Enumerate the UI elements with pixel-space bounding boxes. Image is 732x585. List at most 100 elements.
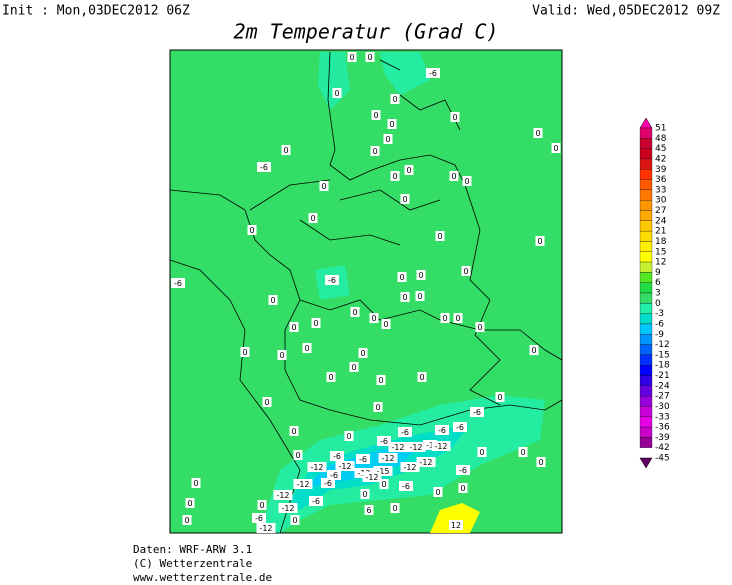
contour-label: 0 (381, 480, 386, 489)
contour-label-box (321, 478, 335, 488)
colorbar-end (639, 457, 653, 469)
contour-label-box (257, 500, 267, 510)
colorbar-label: 39 (655, 165, 667, 175)
contour-label: -12 (365, 473, 378, 482)
contour-label-box (416, 457, 436, 467)
contour-label-box (278, 503, 298, 513)
contour-label-box (378, 453, 398, 463)
colorbar-swatch (639, 395, 653, 407)
contour-labels: 0 0 -6 0 0 0 0 0 0 0 0 0 0 -6 0 0 0 0 0 0 0 0 0 0 -6 0 0 0 -6 0 0 0 0 0 0 0… (171, 52, 561, 533)
contour-label: -12 (281, 504, 294, 513)
contour-label: 0 (242, 348, 247, 357)
colorbar-label: 27 (655, 206, 666, 216)
contour-label-box (289, 322, 299, 332)
contour-label: -12 (403, 463, 416, 472)
colorbar-swatch (639, 220, 653, 232)
contour-label: 0 (531, 346, 536, 355)
contour-label: 0 (402, 293, 407, 302)
contour-label-box (290, 515, 300, 525)
contour-label: 0 (362, 490, 367, 499)
contour-label-box (347, 52, 357, 62)
colorbar-label: 30 (655, 196, 667, 206)
contour-label: 0 (291, 323, 296, 332)
contour-label-box (390, 503, 400, 513)
contour-label: 0 (292, 516, 297, 525)
colorbar-label: 15 (655, 247, 666, 257)
contour-label-box (388, 442, 408, 452)
contour-label-box (332, 88, 342, 98)
contour-label: 0 (295, 451, 300, 460)
contour-label-box (309, 496, 323, 506)
contour-label: -6 (380, 437, 388, 446)
footer-line: www.wetterzentrale.de (133, 571, 272, 584)
contour-label-box (257, 162, 271, 172)
contour-label-box (307, 462, 327, 472)
colorbar-swatch (639, 365, 653, 376)
contour-label: 0 (406, 166, 411, 175)
contour-label: 0 (463, 267, 468, 276)
contour-label-box (435, 425, 449, 435)
contour-label: 0 (399, 273, 404, 282)
contour-label-box (399, 481, 413, 491)
contour-label: 0 (385, 135, 390, 144)
contour-label: 0 (193, 479, 198, 488)
colorbar-swatch (639, 323, 653, 335)
colorbar-swatch (639, 354, 653, 366)
contour-label-box (470, 407, 484, 417)
contour-label: 0 (417, 292, 422, 301)
contour-label: 0 (351, 363, 356, 372)
contour-label: -12 (338, 462, 351, 471)
contour-label-box (373, 402, 383, 412)
contour-label: 0 (310, 214, 315, 223)
colorbar-label: -15 (655, 350, 670, 360)
contour-label: 0 (553, 144, 558, 153)
colorbar-swatch (639, 385, 653, 397)
contour-label: 0 (451, 172, 456, 181)
colorbar-label: -3 (655, 309, 664, 319)
contour-label: 0 (435, 488, 440, 497)
contour-label-box (426, 68, 440, 78)
colorbar-swatch (639, 241, 653, 252)
contour-label-box (440, 313, 450, 323)
contour-label-box (495, 392, 505, 402)
contour-label-box (335, 461, 355, 471)
contour-label-box (171, 278, 185, 288)
contour-label: 0 (452, 113, 457, 122)
contour-label-box (349, 362, 359, 372)
contour-label-box (456, 465, 470, 475)
colorbar-label: -24 (655, 381, 670, 391)
contour-label: 0 (389, 120, 394, 129)
contour-label: 0 (187, 499, 192, 508)
contour-label: 0 (184, 516, 189, 525)
contour-label: 0 (334, 89, 339, 98)
colorbar-label: 12 (655, 258, 666, 268)
contour-label-box (356, 454, 370, 464)
contour-label-box (369, 313, 379, 323)
colorbar-swatch (639, 261, 653, 273)
colorbar-swatch (639, 179, 653, 191)
map-title: 2m Temperatur (Grad C) (234, 20, 499, 44)
colorbar-end (639, 117, 653, 129)
contour-label: 0 (259, 501, 264, 510)
colorbar-swatch (639, 169, 653, 180)
contour-label: 0 (535, 129, 540, 138)
contour-label-box (256, 523, 276, 533)
contour-label: -12 (310, 463, 323, 472)
contour-label-box (360, 489, 370, 499)
contour-label-box (311, 318, 321, 328)
colorbar-label: 45 (655, 144, 666, 154)
colorbar-label: -33 (655, 412, 670, 422)
contour-label: 6 (366, 506, 371, 515)
contour-label-box (289, 426, 299, 436)
contour-label-box (247, 225, 257, 235)
colorbar-label: 9 (655, 268, 661, 278)
contour-label-box (319, 181, 329, 191)
contour-label-box (358, 348, 368, 358)
contour-label: 0 (477, 323, 482, 332)
colorbar-swatch (639, 303, 653, 314)
contour-label-box (302, 343, 312, 353)
contour-label-box (462, 176, 472, 186)
contour-label-box (398, 427, 412, 437)
contour-label-box (362, 472, 382, 482)
contour-label: 0 (455, 314, 460, 323)
